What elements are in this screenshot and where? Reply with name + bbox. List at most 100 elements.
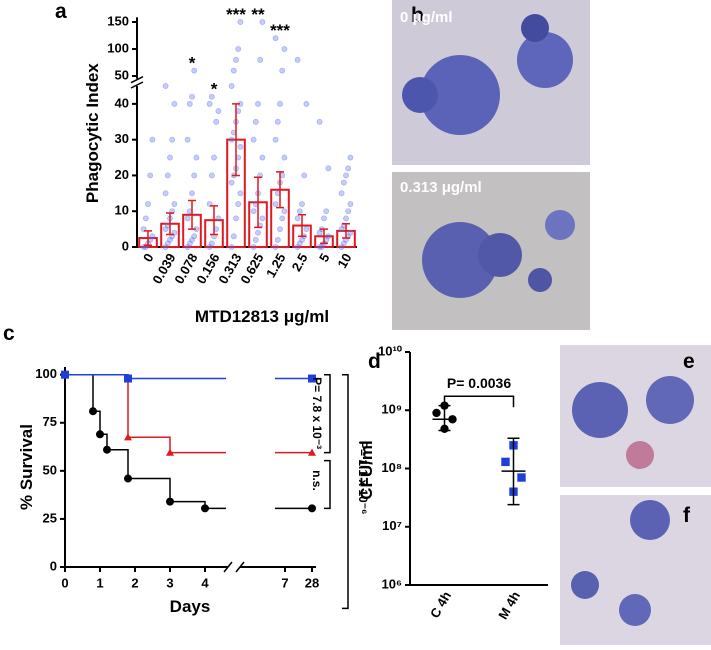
data-point xyxy=(281,46,288,52)
data-point xyxy=(142,215,149,222)
data-point xyxy=(171,201,178,207)
data-point xyxy=(147,172,154,179)
marker xyxy=(308,448,316,456)
marker xyxy=(124,433,132,441)
y-tick-label: 100 xyxy=(35,366,57,381)
data-point xyxy=(162,190,169,197)
data-point xyxy=(215,215,222,222)
y-tick-label: 150 xyxy=(107,13,129,28)
data-point xyxy=(233,56,239,63)
mean-sd xyxy=(501,437,526,506)
data-point xyxy=(250,208,257,215)
data-point xyxy=(235,46,242,52)
x-tick-label: 10 xyxy=(334,251,354,271)
micrograph-e xyxy=(560,345,711,487)
data-point xyxy=(145,201,151,207)
panel-label: f xyxy=(683,504,691,527)
marker xyxy=(103,445,111,454)
marker xyxy=(166,448,174,456)
data-point xyxy=(206,100,213,107)
data-point xyxy=(277,226,283,233)
marker xyxy=(96,430,104,439)
panel-label: b xyxy=(411,4,424,27)
error-bar xyxy=(342,222,350,239)
data-point xyxy=(272,201,279,207)
error-bar xyxy=(254,176,262,229)
data-point xyxy=(208,172,215,179)
y-tick-label: 100 xyxy=(107,40,129,55)
bracket xyxy=(324,373,331,510)
data-point xyxy=(316,118,323,125)
data-point xyxy=(252,118,259,125)
data-point xyxy=(274,118,281,125)
y-tick-label: 40 xyxy=(115,95,129,110)
survival-line xyxy=(65,373,312,454)
y-tick-label: 25 xyxy=(43,510,57,525)
data-point xyxy=(149,233,156,240)
x-tick-label: 28 xyxy=(305,575,319,590)
data-point xyxy=(208,93,215,100)
micrograph-b-top xyxy=(392,0,590,165)
y-tick-label: 10⁹ xyxy=(381,402,402,417)
survival-line xyxy=(65,373,312,510)
data-point xyxy=(321,215,327,222)
data-point xyxy=(228,244,235,250)
data-point xyxy=(323,208,330,215)
marker xyxy=(501,457,510,467)
x-tick-label: 1 xyxy=(96,575,103,590)
y-tick-label: 30 xyxy=(115,131,129,146)
panel-label: a xyxy=(55,0,67,23)
significance: ** xyxy=(251,5,265,24)
data-point xyxy=(171,100,178,107)
survival-line xyxy=(65,373,312,380)
data-point xyxy=(257,56,264,63)
data-point xyxy=(149,136,156,143)
data-point xyxy=(252,236,259,243)
x-tick-label: 4 xyxy=(201,575,209,590)
data-point xyxy=(294,56,301,63)
error-bar xyxy=(144,230,152,246)
data-point xyxy=(213,118,220,125)
data-point xyxy=(303,100,310,107)
data-point xyxy=(184,215,191,222)
data-point xyxy=(191,172,198,179)
y-tick-label: 50 xyxy=(115,67,129,82)
annotation: P= 1.1 x 10⁻⁶ xyxy=(356,441,370,515)
data-point xyxy=(169,136,176,143)
error-bar xyxy=(298,214,306,238)
data-point xyxy=(347,201,354,207)
data-point xyxy=(208,240,215,247)
mean-sd xyxy=(432,404,457,432)
x-tick-label: 1.25 xyxy=(263,251,289,280)
data-point xyxy=(301,172,308,179)
y-tick-label: 75 xyxy=(43,414,57,429)
y-tick-label: 10⁷ xyxy=(382,518,402,533)
data-point xyxy=(345,165,352,172)
error-bar xyxy=(188,199,196,230)
y-tick-label: 0 xyxy=(122,238,129,253)
x-tick-label: M 4h xyxy=(495,589,523,622)
data-point xyxy=(255,100,261,107)
data-point xyxy=(162,83,169,89)
error-bar xyxy=(166,212,174,236)
x-tick-label: 2 xyxy=(131,575,138,590)
data-point xyxy=(343,215,349,222)
data-point xyxy=(189,190,195,197)
error-bar xyxy=(232,103,240,177)
x-tick-label: 5 xyxy=(316,251,333,265)
data-point xyxy=(316,244,323,250)
data-point xyxy=(164,172,171,179)
significance: *** xyxy=(270,21,290,40)
data-point xyxy=(303,226,310,233)
image-caption: 0.313 μg/ml xyxy=(400,179,482,196)
annotation: P= 0.0036 xyxy=(447,375,511,391)
annotation: P= 7.8 x 10⁻³ xyxy=(310,377,324,449)
data-point xyxy=(215,108,222,114)
marker xyxy=(89,407,97,416)
y-tick-label: 50 xyxy=(43,462,57,477)
data-point xyxy=(167,154,173,161)
x-tick-label: 7 xyxy=(281,575,288,590)
panel-label: c xyxy=(3,322,15,345)
data-point xyxy=(250,136,257,143)
